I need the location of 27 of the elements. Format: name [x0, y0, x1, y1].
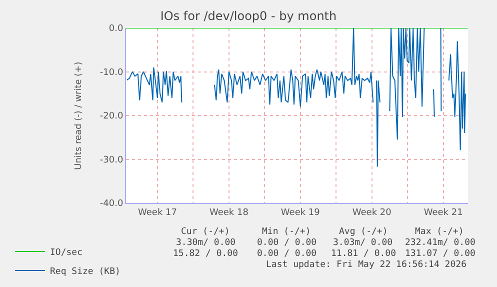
x-tick-label: Week 17	[138, 208, 177, 218]
chart-title: IOs for /dev/loop0 - by month	[160, 9, 337, 24]
text: 0.00 / 0.00	[257, 238, 317, 248]
text: 3.30m/ 0.00	[176, 238, 236, 248]
x-tick-label: Week 21	[424, 208, 463, 218]
y-tick-label: -20.0	[100, 112, 124, 122]
y-tick-label: -10.0	[100, 68, 124, 78]
legend-label: Req Size (KB)	[50, 267, 120, 278]
text: 0.00 / 0.00	[257, 249, 317, 259]
text: 232.41m/ 0.00	[405, 238, 476, 248]
x-tick-label: Week 20	[352, 208, 392, 218]
y-tick-label: -40.0	[100, 199, 124, 210]
text: 131.07 / 0.00	[405, 249, 476, 259]
y-tick-label: -30.0	[100, 155, 124, 166]
y-tick-label: 0.0	[108, 24, 124, 34]
text: Max (-/+)	[415, 227, 464, 237]
text: Cur (-/+)	[181, 227, 230, 237]
y-axis-title: Units read (-) / write (+)	[74, 62, 84, 170]
x-tick-label: Week 19	[280, 208, 320, 218]
text: 11.81 / 0.00	[331, 249, 396, 259]
text: Min (-/+)	[262, 227, 311, 237]
text: Last update: Fri May 22 16:56:14 2026	[266, 260, 466, 270]
text: 3.03m/ 0.00	[333, 238, 393, 248]
text: Avg (-/+)	[339, 227, 388, 237]
text: 15.82 / 0.00	[173, 249, 238, 259]
x-tick-label: Week 18	[209, 208, 249, 218]
legend-label: IO/sec	[50, 248, 83, 258]
